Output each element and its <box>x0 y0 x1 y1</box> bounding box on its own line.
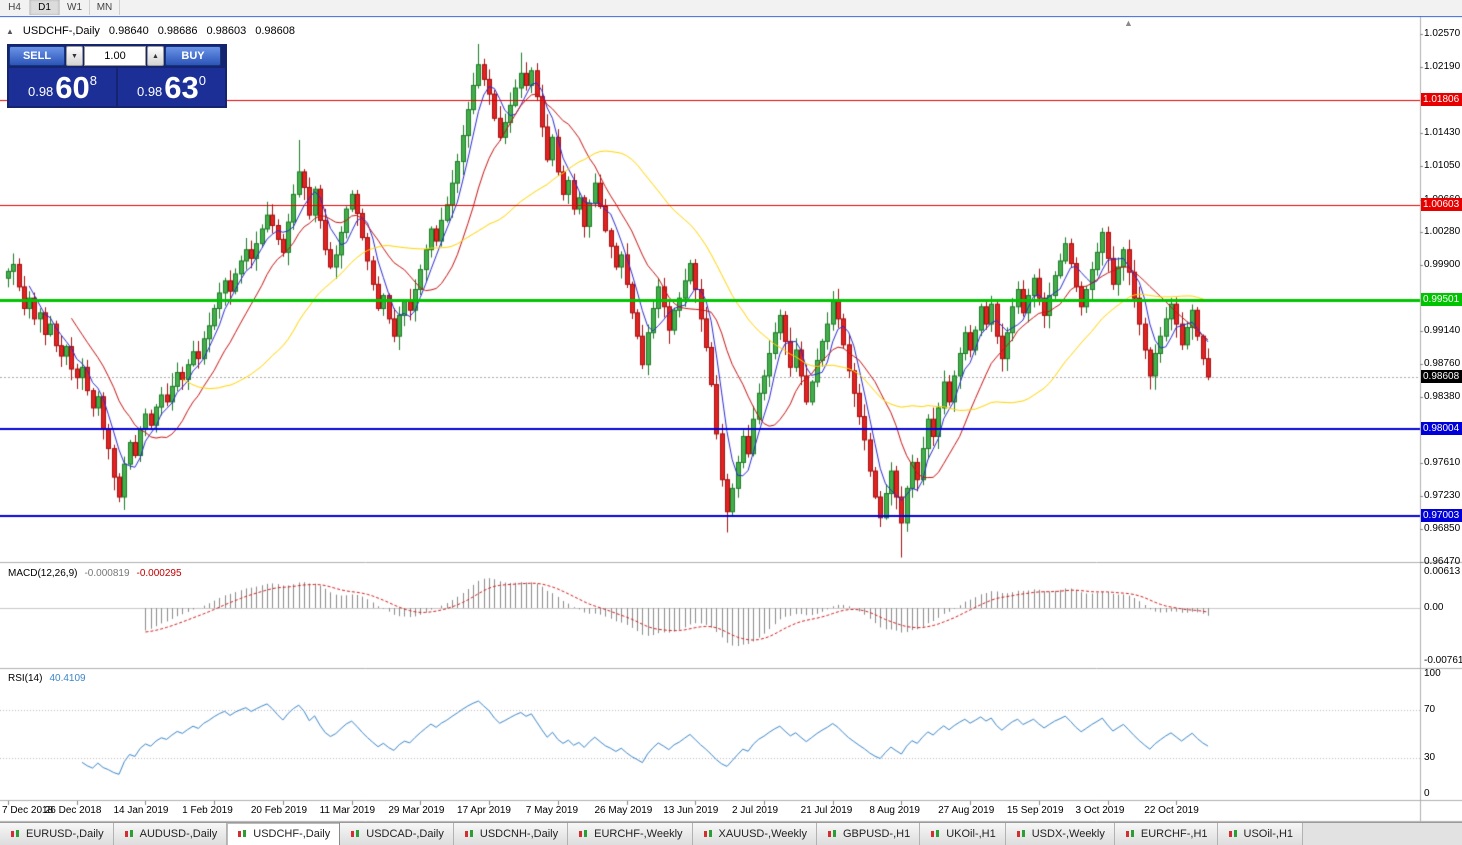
sell-price-display[interactable]: 0.98 60 8 <box>9 68 116 106</box>
buy-price-small: 0.98 <box>136 83 163 99</box>
chart-icon <box>1125 830 1134 837</box>
tab-label: GBPUSD-,H1 <box>842 828 911 840</box>
tab-eurchf-h1[interactable]: EURCHF-,H1 <box>1114 823 1218 845</box>
tab-eurchf-weekly[interactable]: EURCHF-,Weekly <box>568 823 693 845</box>
tab-label: XAUUSD-,Weekly <box>718 828 807 840</box>
chart-window: ▲ USDCHF-,Daily 0.98640 0.98686 0.98603 … <box>0 16 1462 822</box>
tab-gbpusd-h1[interactable]: GBPUSD-,H1 <box>816 823 921 845</box>
chart-icon <box>124 830 133 837</box>
tab-usdx-weekly[interactable]: USDX-,Weekly <box>1005 823 1115 845</box>
buy-price-display[interactable]: 0.98 63 0 <box>118 68 225 106</box>
rsi-label: RSI(14) <box>8 673 43 684</box>
tab-label: EURCHF-,H1 <box>1140 828 1208 840</box>
tab-label: UKOil-,H1 <box>946 828 996 840</box>
low-value: 0.98603 <box>206 25 247 37</box>
macd-label: MACD(12,26,9) <box>8 568 78 579</box>
volume-input[interactable] <box>84 46 146 66</box>
open-value: 0.98640 <box>108 25 149 37</box>
chart-tabs-bar: EURUSD-,Daily AUDUSD-,Daily USDCHF-,Dail… <box>0 822 1462 845</box>
tab-label: USDX-,Weekly <box>1031 828 1105 840</box>
timeframe-d1-button[interactable]: D1 <box>30 0 60 15</box>
tab-label: USOil-,H1 <box>1243 828 1294 840</box>
tab-usdchf-daily[interactable]: USDCHF-,Daily <box>227 823 341 845</box>
macd-signal-value: -0.000295 <box>136 568 182 579</box>
tab-usdcad-daily[interactable]: USDCAD-,Daily <box>340 823 454 845</box>
macd-main-value: -0.000819 <box>84 568 130 579</box>
tab-label: USDCAD-,Daily <box>366 828 444 840</box>
tab-label: USDCHF-,Daily <box>253 828 331 840</box>
timeframe-mn-button[interactable]: MN <box>90 0 120 15</box>
one-click-trading-panel: SELL ▼ ▲ BUY 0.98 60 8 0.98 63 0 <box>7 44 227 108</box>
chart-icon <box>703 830 712 837</box>
macd-header: MACD(12,26,9) -0.000819 -0.000295 <box>8 568 182 579</box>
sell-price-small: 0.98 <box>27 83 54 99</box>
chart-icon <box>579 830 588 837</box>
rsi-header: RSI(14) 40.4109 <box>8 673 86 684</box>
volume-increase-button[interactable]: ▲ <box>147 46 164 66</box>
timeframe-h4-button[interactable]: H4 <box>0 0 30 15</box>
high-value: 0.98686 <box>157 25 198 37</box>
chart-icon <box>931 830 940 837</box>
rsi-value: 40.4109 <box>49 673 86 684</box>
buy-button[interactable]: BUY <box>165 46 221 66</box>
autoscroll-icon[interactable]: ▲ <box>1124 18 1133 28</box>
tab-eurusd-daily[interactable]: EURUSD-,Daily <box>0 823 114 845</box>
tab-audusd-daily[interactable]: AUDUSD-,Daily <box>113 823 228 845</box>
tab-label: EURCHF-,Weekly <box>594 828 683 840</box>
chart-icon <box>238 830 247 837</box>
timeframe-toolbar: H4 D1 W1 MN <box>0 0 1462 17</box>
sell-price-big: 60 <box>55 69 90 105</box>
tab-ukoil-h1[interactable]: UKOil-,H1 <box>920 823 1006 845</box>
tab-label: EURUSD-,Daily <box>26 828 104 840</box>
chart-icon <box>827 830 836 837</box>
chart-icon <box>1016 830 1025 837</box>
chart-icon <box>1228 830 1237 837</box>
buy-price-sup: 0 <box>198 73 207 88</box>
buy-price-big: 63 <box>164 69 199 105</box>
ohlc-info-line: ▲ USDCHF-,Daily 0.98640 0.98686 0.98603 … <box>6 25 295 37</box>
tab-xauusd-weekly[interactable]: XAUUSD-,Weekly <box>692 823 817 845</box>
tab-usdcnh-daily[interactable]: USDCNH-,Daily <box>453 823 569 845</box>
symbol-marker-icon: ▲ <box>6 26 14 36</box>
tab-label: USDCNH-,Daily <box>479 828 559 840</box>
tab-label: AUDUSD-,Daily <box>139 828 218 840</box>
sell-price-sup: 8 <box>89 73 98 88</box>
chart-icon <box>464 830 473 837</box>
tab-usoil-h1[interactable]: USOil-,H1 <box>1217 823 1304 845</box>
volume-decrease-button[interactable]: ▼ <box>66 46 83 66</box>
sell-button[interactable]: SELL <box>9 46 65 66</box>
chart-icon <box>11 830 19 837</box>
timeframe-w1-button[interactable]: W1 <box>60 0 90 15</box>
chart-icon <box>351 830 360 837</box>
symbol-label: USDCHF-,Daily <box>22 25 100 37</box>
close-value: 0.98608 <box>255 25 295 37</box>
price-chart-canvas[interactable] <box>0 16 1462 822</box>
